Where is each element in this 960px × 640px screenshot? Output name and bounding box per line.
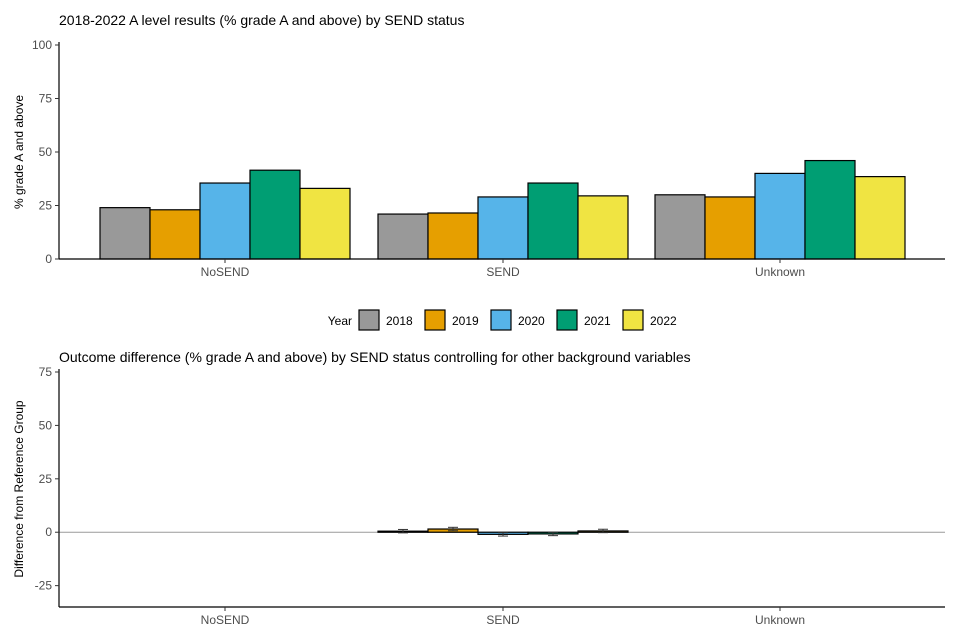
bar-unknown-2020: [754, 172, 806, 260]
ytick-label: 100: [32, 38, 52, 52]
legend-item-2020: 2020: [490, 309, 545, 331]
legend-label-2020: 2020: [518, 314, 545, 328]
bar-send-2021: [527, 182, 579, 260]
ytick-label: 25: [39, 472, 53, 486]
ytick-label: 50: [39, 418, 53, 432]
legend-item-2019: 2019: [424, 309, 479, 331]
bar-nosend-2022: [299, 187, 351, 260]
ytick-label: 75: [39, 92, 53, 106]
bar-nosend-2019: [149, 209, 201, 260]
errorbar-send-2019: [448, 526, 458, 532]
bar-unknown-2019: [704, 196, 756, 260]
legend-label-2018: 2018: [386, 314, 413, 328]
errorbar-send-2018: [398, 528, 408, 534]
chart-difference: Outcome difference (% grade A and above)…: [12, 349, 945, 627]
legend-label-2022: 2022: [650, 314, 677, 328]
ytick-label: 75: [39, 365, 53, 379]
legend-item-2018: 2018: [358, 309, 413, 331]
legend-swatch-2021: [556, 309, 578, 331]
xtick-label-unknown: Unknown: [755, 265, 805, 279]
chart2-ylabel: Difference from Reference Group: [12, 400, 26, 578]
bar-nosend-2021: [249, 169, 301, 260]
ytick-label: -25: [35, 579, 53, 593]
legend-swatch-2022: [622, 309, 644, 331]
legend-title: Year: [328, 314, 352, 328]
ytick-label: 0: [45, 525, 52, 539]
bar-nosend-2018: [99, 207, 151, 260]
ytick-label: 0: [45, 252, 52, 266]
legend-item-2022: 2022: [622, 309, 677, 331]
bar-nosend-2020: [199, 182, 251, 260]
chart-results: 2018-2022 A level results (% grade A and…: [12, 12, 945, 279]
legend-label-2019: 2019: [452, 314, 479, 328]
chart1-title: 2018-2022 A level results (% grade A and…: [59, 12, 464, 28]
legend: Year 2018 2019 2020 2021 2022: [328, 309, 677, 331]
bar-send-2022: [577, 195, 629, 260]
xtick-label-send: SEND: [486, 265, 520, 279]
legend-swatch-2018: [358, 309, 380, 331]
errorbar-send-2020: [498, 532, 508, 537]
errorbar-send-2021: [548, 531, 558, 537]
legend-item-2021: 2021: [556, 309, 611, 331]
bar-unknown-2022: [854, 176, 906, 260]
errorbar-send-2022: [598, 528, 608, 534]
legend-label-2021: 2021: [584, 314, 611, 328]
bar-send-2019: [427, 212, 479, 260]
ytick-label: 50: [39, 145, 53, 159]
chart1-ylabel: % grade A and above: [12, 95, 26, 209]
legend-swatch-2020: [490, 309, 512, 331]
xtick-label-nosend: NoSEND: [201, 265, 250, 279]
chart2-title: Outcome difference (% grade A and above)…: [59, 349, 691, 365]
xtick-label-send: SEND: [486, 613, 520, 627]
ytick-label: 25: [39, 199, 53, 213]
bar-unknown-2021: [804, 159, 856, 260]
xtick-label-unknown: Unknown: [755, 613, 805, 627]
bar-unknown-2018: [654, 194, 706, 260]
bar-send-2020: [477, 196, 529, 260]
bar-send-2018: [377, 213, 429, 260]
legend-swatch-2019: [424, 309, 446, 331]
xtick-label-nosend: NoSEND: [201, 613, 250, 627]
